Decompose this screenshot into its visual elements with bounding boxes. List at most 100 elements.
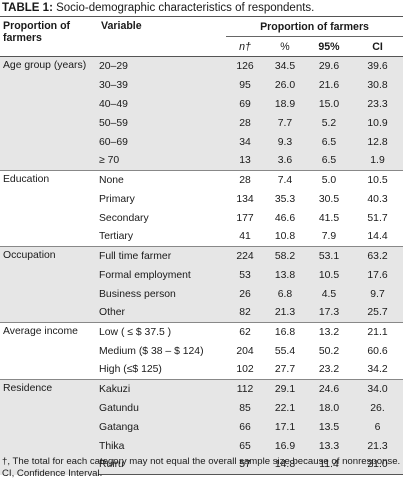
percent-cell: 55.4 [274,345,296,357]
n-cell: 65 [226,436,264,456]
table-header: Proportion of farmers Variable Proportio… [0,16,403,57]
variable-cell: High (≤$ 125) [99,364,162,376]
header-col1-line2: farmers [3,32,42,44]
percent-cell: 6.8 [264,284,306,304]
percent-cell: 22.1 [264,398,306,418]
table-row: High (≤$ 125) 102 27.7 23.2 34.2 [0,361,403,380]
percent-cell: 58.2 [264,246,306,266]
percent-cell: 16.9 [264,436,306,456]
ci-high-cell: 9.7 [352,284,403,304]
table-row: Business person 26 6.8 4.5 9.7 [0,284,403,304]
percent-cell: 35.3 [274,193,296,205]
percent-cell: 13.8 [264,265,306,285]
table-row: Primary 134 35.3 30.5 40.3 [0,190,403,209]
ci-low-cell: 53.1 [306,246,352,266]
group-label: Education [0,170,98,247]
n-cell: 85 [226,398,264,418]
table-row: Average income Low ( ≤ $ 37.5 ) 62 16.8 13.2… [0,322,403,380]
ci-low-cell: 50.2 [318,345,340,357]
ci-low-cell: 5.0 [306,170,352,190]
footnote-nonresponse: †, The total for each category may not e… [2,456,401,467]
ci-low-cell: 41.5 [318,212,340,224]
n-cell: 28 [226,170,264,190]
variable-cell: Low ( ≤ $ 37.5 ) [98,322,226,342]
table-row: Medium ($ 38 – $ 124) 204 55.4 50.2 60.6 [0,342,403,361]
ci-low-cell: 23.2 [318,364,340,376]
ci-high-cell: 34.0 [352,379,403,399]
ci-low-cell: 6.5 [306,151,352,171]
ci-high-cell: 63.2 [352,246,403,266]
variable-cell: Business person [98,284,226,304]
ci-high-cell: 21.1 [352,322,403,342]
ci-high-cell: 25.7 [352,303,403,323]
percent-cell: 7.7 [264,113,306,133]
group-label: Residence [0,379,98,475]
ci-high-cell: 23.3 [352,94,403,114]
ci-high-cell: 17.6 [352,265,403,285]
ci-high-cell: 30.8 [352,75,403,95]
n-cell: 62 [226,322,264,342]
ci-low-cell: 5.2 [306,113,352,133]
ci-high-cell: 26. [352,398,403,418]
variable-cell: Kakuzi [98,379,226,399]
percent-cell: 10.8 [274,231,296,243]
table-row: Occupation Full time farmer 224 58.2 53.1 63… [0,246,403,323]
n-cell: 66 [226,417,264,437]
variable-cell: 30–39 [98,75,226,95]
table-row: ≥ 70 13 3.6 6.5 1.9 [0,151,403,171]
ci-low-cell: 29.6 [306,56,352,76]
percent-cell: 27.7 [274,364,296,376]
ci-high-cell: 60.6 [367,345,388,357]
variable-cell: 50–59 [98,113,226,133]
percent-cell: 26.0 [264,75,306,95]
n-cell: 134 [236,193,254,205]
n-cell: 13 [226,151,264,171]
header-percent: % [280,40,290,53]
ci-low-cell: 11.4 [306,455,352,475]
table-row: Thika 65 16.9 13.3 21.3 [0,436,403,456]
header-n: n† [239,40,251,53]
n-cell: 112 [226,379,264,399]
table-row: Other 82 21.3 17.3 25.7 [0,303,403,323]
ci-low-cell: 21.6 [306,75,352,95]
variable-cell: Gatundu [98,398,226,418]
ci-high-cell: 6 [352,417,403,437]
table-caption-label: TABLE 1: [2,2,53,14]
table-caption: TABLE 1: Socio-demographic characteristi… [2,1,314,15]
percent-cell: 46.6 [274,212,296,224]
n-cell: 28 [226,113,264,133]
ci-low-cell: 24.6 [306,379,352,399]
ci-low-cell: 30.5 [318,193,340,205]
ci-high-cell: 14.4 [367,231,388,243]
variable-cell: 40–49 [98,94,226,114]
variable-cell: 60–69 [98,132,226,152]
percent-cell: 16.8 [264,322,306,342]
header-ci-high: CI [372,40,383,53]
table-row: 50–59 28 7.7 5.2 10.9 [0,113,403,133]
group-label: Age group (years) [0,56,98,171]
ci-high-cell: 10.5 [352,170,403,190]
n-cell: 126 [226,56,264,76]
ci-high-cell: 12.8 [352,132,403,152]
demographics-table: Proportion of farmers Variable Proportio… [0,16,403,475]
ci-high-cell: 21.3 [352,436,403,456]
table-caption-text: Socio-demographic characteristics of res… [56,2,315,14]
table-body: Age group (years) 20–29 126 34.5 29.6 39.6 30–… [0,56,403,475]
footnote-ci: CI, Confidence Interval. [2,467,103,479]
table-row: Tertiary 41 10.8 7.9 14.4 [0,228,403,247]
percent-cell: 14.8 [264,455,306,475]
ci-low-cell: 17.3 [306,303,352,323]
percent-cell: 29.1 [264,379,306,399]
n-cell: 95 [226,75,264,95]
ci-high-cell: 39.6 [352,56,403,76]
variable-cell: Thika [98,436,226,456]
percent-cell: 7.4 [264,170,306,190]
table-row: Ruiru 57 14.8 11.4 21.0 [0,455,403,475]
variable-cell: Formal employment [98,265,226,285]
variable-cell: Ruiru [98,455,226,475]
table-row: Secondary 177 46.6 41.5 51.7 [0,209,403,228]
n-cell: 41 [239,231,251,243]
variable-cell: Secondary [99,212,149,224]
table-row: 60–69 34 9.3 6.5 12.8 [0,132,403,152]
ci-low-cell: 13.3 [306,436,352,456]
